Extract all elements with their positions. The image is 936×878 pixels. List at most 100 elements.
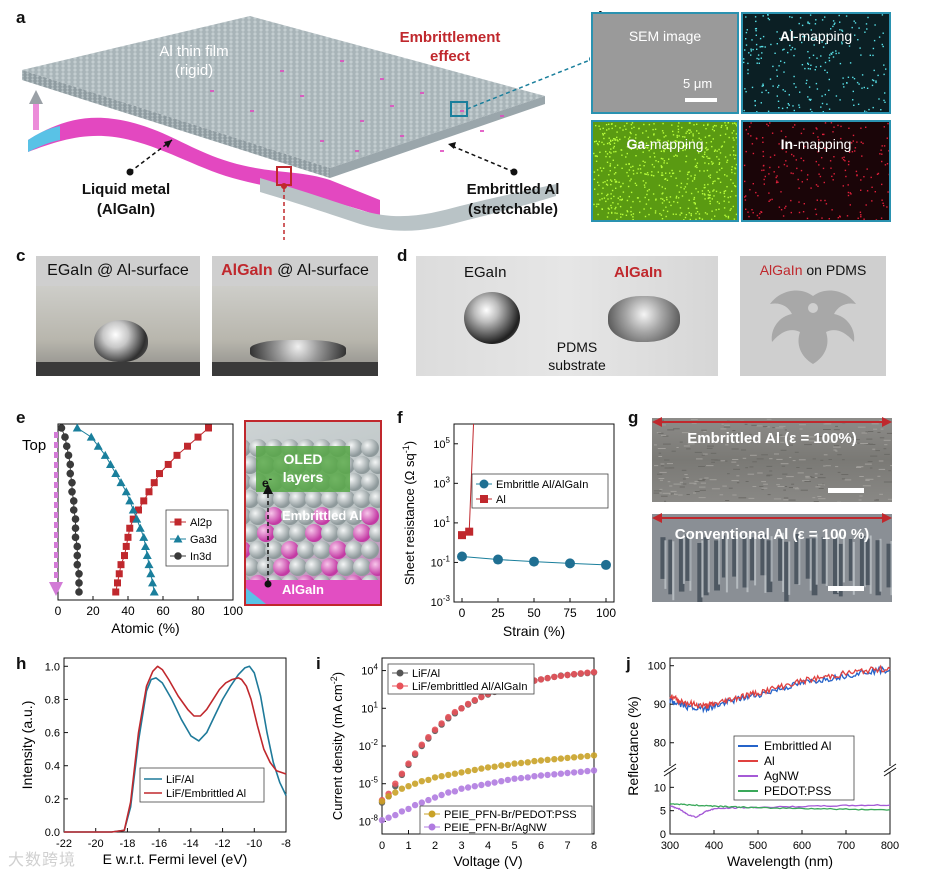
data-point bbox=[132, 514, 142, 523]
mapping-dot bbox=[695, 164, 698, 167]
mapping-dot bbox=[727, 122, 730, 124]
mapping-dot bbox=[619, 186, 622, 188]
mapping-dot bbox=[734, 185, 737, 188]
mapping-dot bbox=[648, 188, 650, 191]
mapping-dot bbox=[793, 75, 795, 78]
mapping-dot bbox=[860, 216, 862, 218]
mapping-dot bbox=[834, 22, 836, 24]
substrate-corner bbox=[246, 588, 266, 604]
texture-speck bbox=[777, 478, 783, 480]
mapping-dot bbox=[815, 213, 818, 216]
y-axis-title: Intensity (a.u.) bbox=[19, 701, 35, 790]
mapping-dot bbox=[725, 124, 727, 127]
mapping-dot bbox=[771, 132, 774, 134]
al-sphere bbox=[305, 524, 323, 542]
al-sphere bbox=[246, 473, 251, 491]
mapping-dot bbox=[808, 86, 811, 88]
mapping-dot bbox=[860, 54, 862, 56]
al-sphere bbox=[353, 490, 371, 508]
mapping-dot bbox=[606, 184, 609, 186]
data-point bbox=[584, 767, 591, 775]
mapping-dot bbox=[783, 61, 786, 64]
texture-speck bbox=[731, 480, 739, 482]
mapping-dot bbox=[762, 45, 764, 48]
mapping-dot bbox=[847, 76, 850, 78]
mapping-dot bbox=[680, 182, 683, 185]
mapping-dot bbox=[842, 159, 845, 161]
y-tick-label: 10-1 bbox=[431, 554, 451, 569]
data-point bbox=[100, 450, 110, 459]
crack bbox=[805, 538, 811, 579]
data-point bbox=[75, 569, 83, 578]
texture-speck bbox=[777, 486, 785, 487]
mapping-dot bbox=[860, 141, 862, 143]
mapping-dot bbox=[625, 163, 627, 166]
ga-mapping-label: Ga-mapping bbox=[626, 136, 704, 152]
mapping-dot bbox=[694, 165, 697, 168]
mapping-dot bbox=[609, 143, 611, 145]
texture-speck bbox=[709, 479, 717, 481]
mapping-dot bbox=[734, 172, 736, 175]
mapping-dot bbox=[822, 46, 825, 48]
texture-speck bbox=[669, 485, 673, 487]
mapping-dot bbox=[755, 137, 758, 139]
series-line-1 bbox=[669, 664, 891, 709]
mapping-dot bbox=[649, 156, 651, 158]
mapping-dot bbox=[648, 123, 651, 126]
mapping-dot bbox=[778, 84, 780, 87]
mapping-dot bbox=[644, 215, 647, 218]
data-point bbox=[112, 588, 120, 596]
mapping-dot bbox=[752, 183, 754, 185]
egain-droplet-photo: EGaIn @ Al-surface bbox=[36, 256, 200, 376]
mapping-dot bbox=[751, 209, 753, 211]
mapping-dot bbox=[616, 212, 618, 215]
al-sphere bbox=[337, 524, 355, 542]
mapping-dot bbox=[665, 215, 667, 218]
mapping-dot bbox=[726, 126, 728, 129]
mapping-dot bbox=[603, 137, 605, 140]
mapping-dot bbox=[820, 199, 822, 202]
mapping-dot bbox=[728, 201, 730, 203]
mapping-dot bbox=[745, 16, 747, 18]
mapping-dot bbox=[839, 29, 841, 31]
mapping-dot bbox=[613, 145, 615, 148]
y-axis-title: Current density (mA cm-2) bbox=[329, 672, 345, 820]
data-point bbox=[557, 755, 565, 762]
mapping-dot bbox=[814, 208, 817, 210]
panel-a-schematic: Al thin film (rigid) Embrittlement effec… bbox=[22, 16, 590, 240]
texture-speck bbox=[877, 431, 881, 433]
al-mapping-label: Al-mapping bbox=[779, 28, 853, 44]
mapping-dot bbox=[609, 165, 611, 167]
data-point bbox=[493, 554, 503, 565]
data-point bbox=[577, 768, 584, 775]
mapping-dot bbox=[811, 111, 813, 112]
texture-speck bbox=[791, 483, 795, 485]
texture-speck bbox=[658, 432, 664, 434]
mapping-dot bbox=[848, 160, 850, 163]
mapping-dot bbox=[775, 181, 778, 184]
legend-label: Embrittled Al bbox=[764, 739, 831, 753]
mapping-dot bbox=[826, 71, 828, 74]
mapping-dot bbox=[814, 23, 817, 25]
data-point bbox=[451, 708, 459, 716]
mapping-dot bbox=[762, 84, 764, 87]
texture-speck bbox=[690, 419, 698, 420]
mapping-dot bbox=[848, 151, 851, 153]
mapping-dot bbox=[844, 160, 846, 162]
data-point bbox=[111, 469, 121, 478]
mapping-dot bbox=[821, 157, 823, 159]
texture-speck bbox=[658, 452, 662, 454]
texture-speck bbox=[780, 463, 789, 465]
mapping-dot bbox=[664, 187, 666, 190]
mapping-dot bbox=[699, 170, 701, 172]
mapping-dot bbox=[615, 181, 618, 183]
texture-speck bbox=[653, 490, 662, 492]
x-tick-label: 50 bbox=[527, 606, 541, 620]
mapping-dot bbox=[724, 122, 726, 124]
legend-marker bbox=[428, 810, 436, 818]
mapping-dot bbox=[724, 190, 727, 192]
x-tick-label: 4 bbox=[485, 840, 491, 852]
mapping-dot bbox=[830, 167, 832, 169]
al-sphere bbox=[353, 524, 371, 542]
series-In3d bbox=[57, 424, 83, 596]
